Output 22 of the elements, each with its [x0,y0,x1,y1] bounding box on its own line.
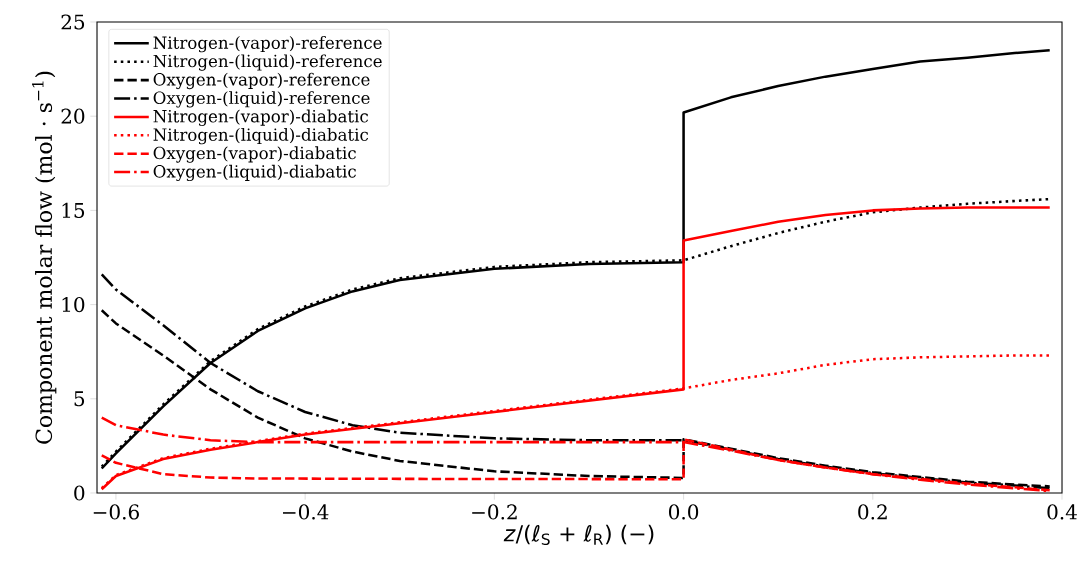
legend-label: Nitrogen-(liquid)-diabatic [153,127,369,145]
x-tick-label: −0.6 [93,504,139,520]
y-axis-title: Component molar flow (mol · s$^{−1}$) [32,71,57,444]
y-tick-label: 0 [74,485,85,501]
x-axis-title: z/(ℓ$_{S}$ + ℓ$_{R}$) (−) [503,524,654,546]
y-tick-label: 25 [61,14,85,30]
legend-label: Nitrogen-(vapor)-reference [153,35,382,53]
x-tick-label: −0.2 [472,504,517,520]
y-tick-label: 5 [74,391,85,407]
legend-label: Nitrogen-(liquid)-reference [153,54,382,71]
legend-label: Oxygen-(liquid)-diabatic [153,164,356,182]
y-tick-label: 10 [62,297,85,313]
x-tick-label: 0.0 [668,504,699,520]
legend-label: Nitrogen-(vapor)-diabatic [153,109,369,126]
x-tick-label: −0.4 [282,504,329,520]
y-tick-label: 20 [61,108,85,124]
y-tick-label: 15 [62,202,85,218]
x-tick-label: 0.2 [858,504,887,520]
x-tick-label: 0.4 [1047,504,1077,520]
legend-label: Oxygen-(vapor)-diabatic [153,146,356,163]
legend-label: Oxygen-(liquid)-reference [153,91,370,108]
legend-label: Oxygen-(vapor)-reference [153,72,370,90]
